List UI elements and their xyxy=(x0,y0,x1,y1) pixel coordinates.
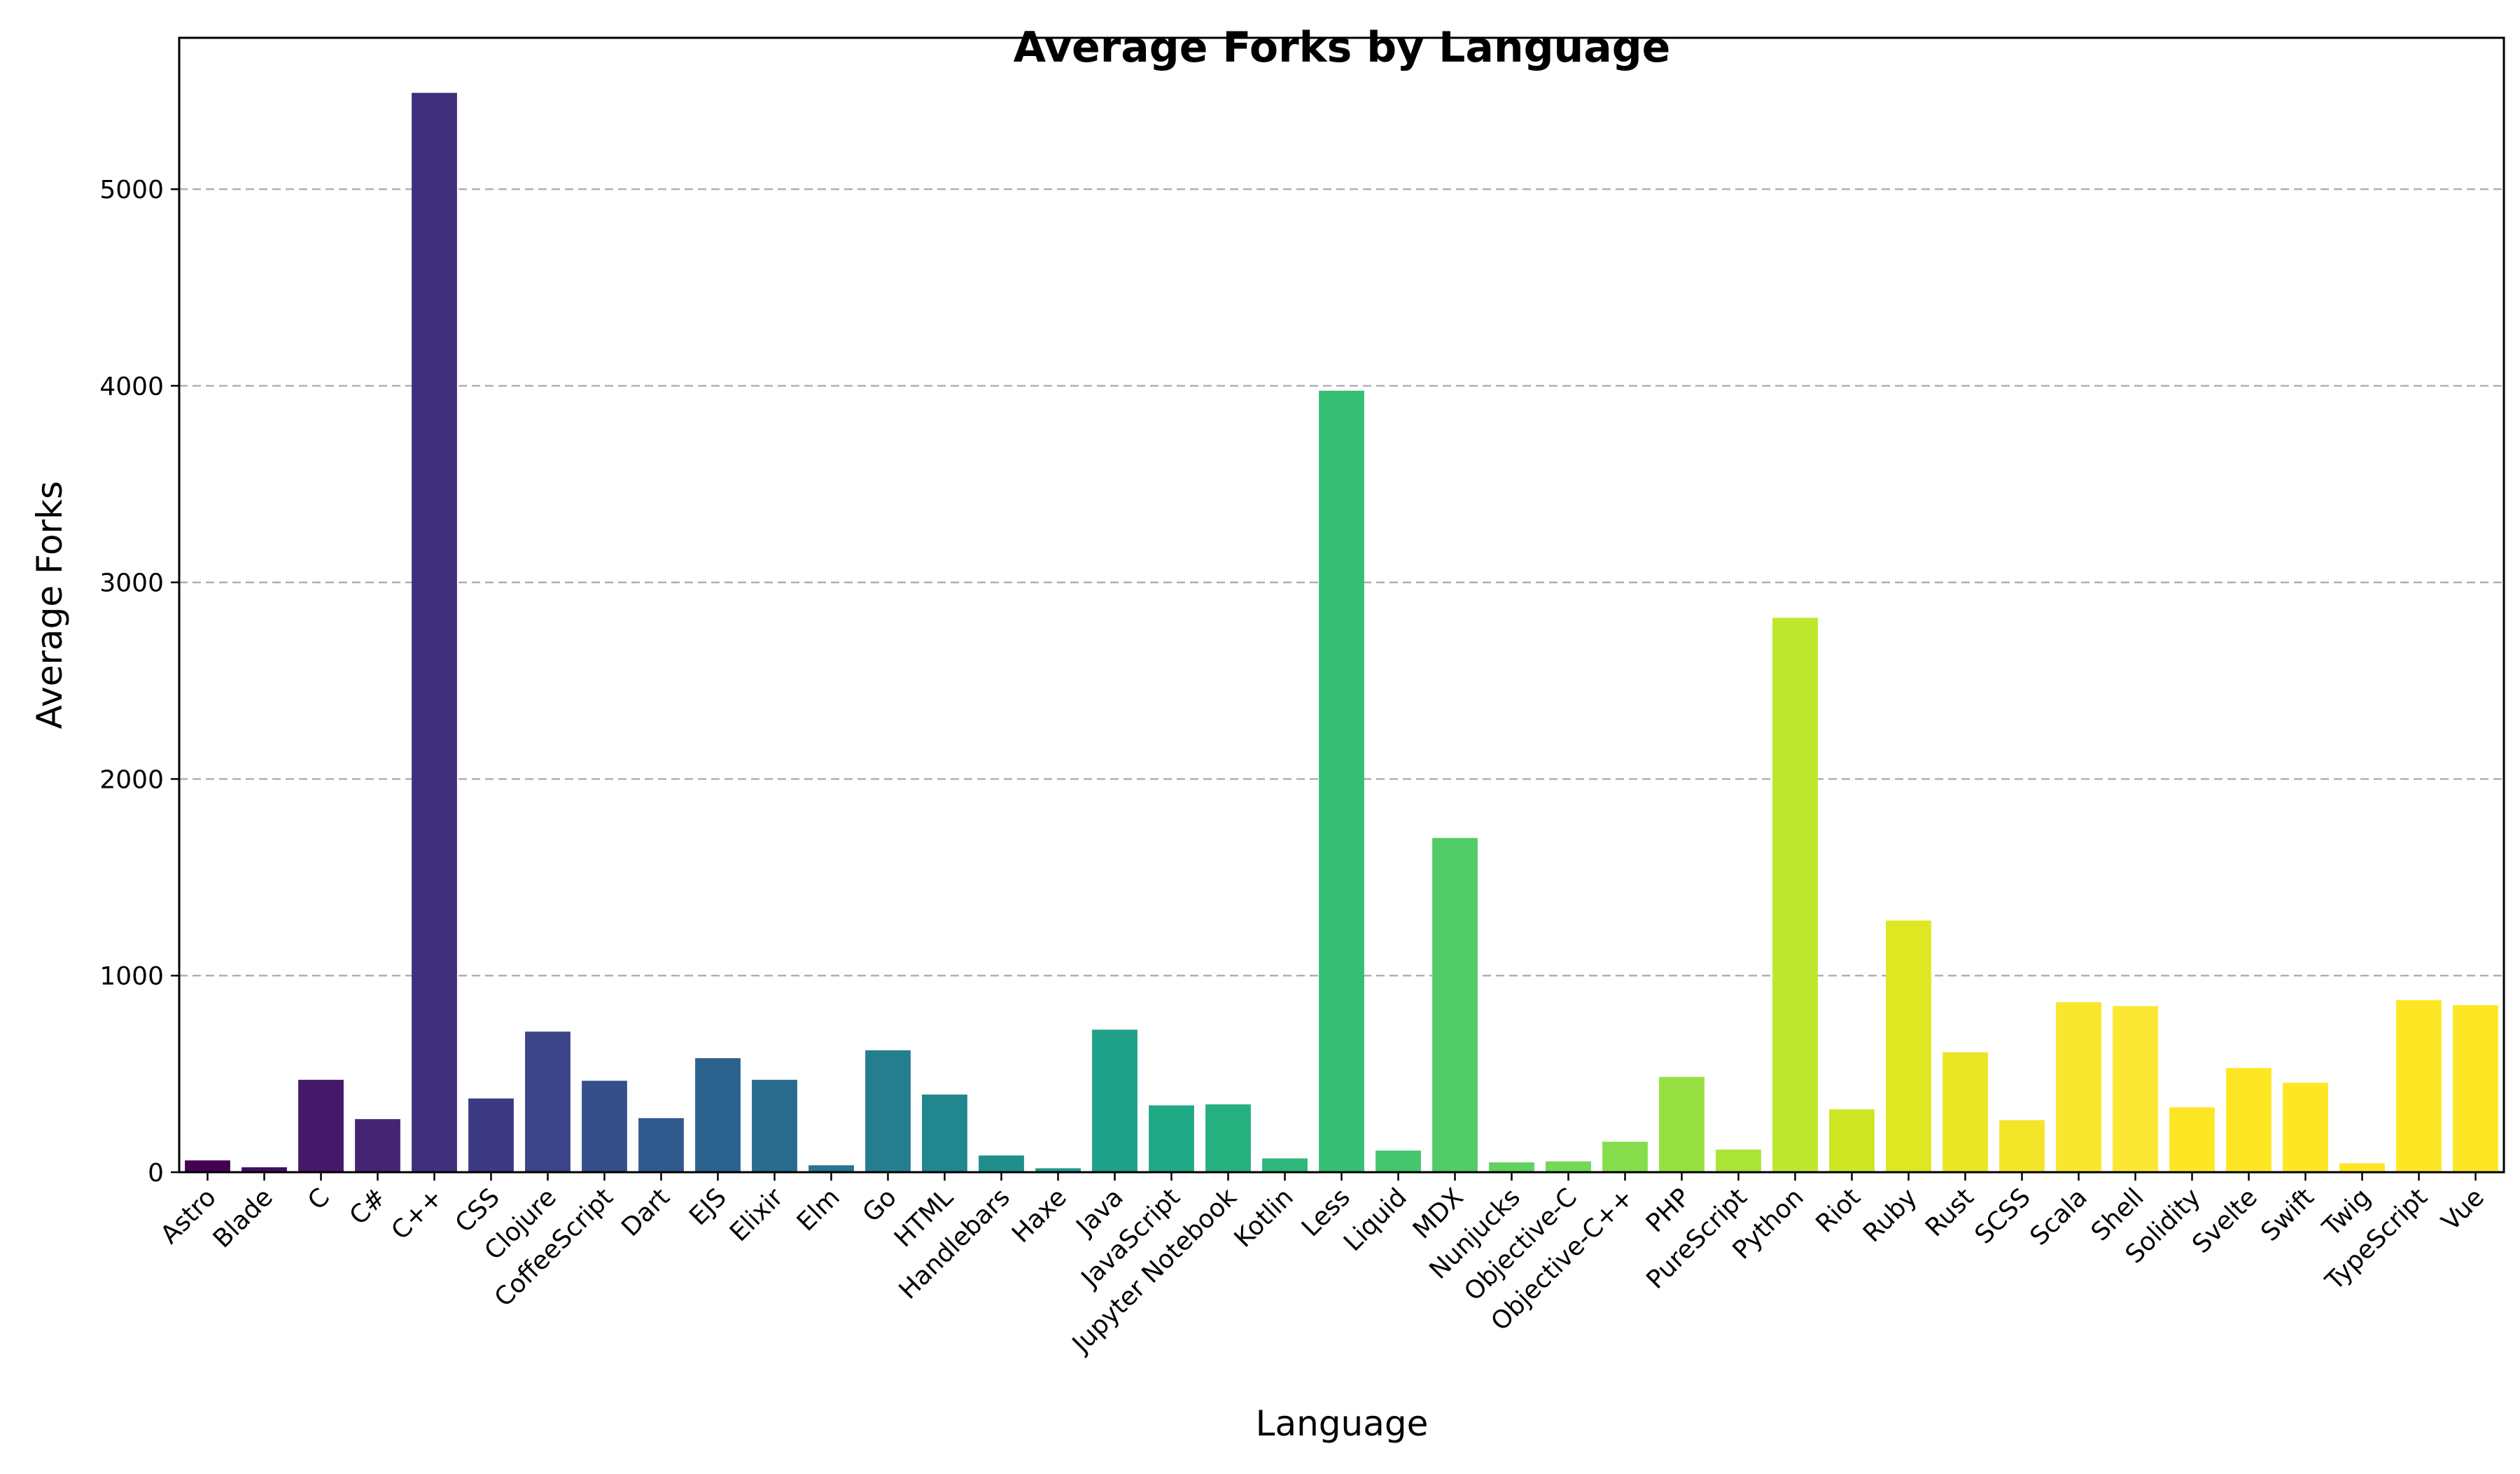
y-tick-label: 2000 xyxy=(99,765,164,794)
bar-objective-cpp xyxy=(1602,1141,1648,1172)
bar-riot xyxy=(1829,1109,1875,1172)
x-tick-label: Haxe xyxy=(1007,1183,1072,1249)
x-tick-label: Riot xyxy=(1811,1183,1866,1238)
x-tick-label: Vue xyxy=(2436,1183,2489,1236)
bar-elm xyxy=(808,1165,854,1172)
bar-php xyxy=(1659,1076,1704,1172)
bar-less xyxy=(1319,390,1364,1173)
x-tick-label: SCSS xyxy=(1970,1183,2036,1249)
x-tick-label: Rust xyxy=(1920,1183,1980,1242)
bar-rust xyxy=(1942,1052,1988,1172)
y-tick-label: 1000 xyxy=(99,962,164,991)
bar-coffeescript xyxy=(582,1080,627,1172)
y-tick-label: 3000 xyxy=(99,569,164,598)
x-tick-label: Liquid xyxy=(1338,1183,1413,1257)
x-tick-label: Ruby xyxy=(1858,1183,1923,1248)
bar-mdx xyxy=(1432,837,1478,1172)
bar-go xyxy=(865,1050,911,1172)
x-tick-label: Go xyxy=(858,1183,902,1228)
bar-csharp xyxy=(355,1119,400,1172)
y-tick-label: 5000 xyxy=(99,176,164,204)
x-tick-label: EJS xyxy=(684,1183,732,1231)
bar-liquid xyxy=(1376,1150,1421,1172)
x-tick-label: Dart xyxy=(616,1183,676,1242)
bar-haxe xyxy=(1035,1168,1081,1172)
bar-objective-c xyxy=(1546,1161,1591,1172)
x-tick-label: C++ xyxy=(386,1183,448,1245)
y-axis-label: Average Forks xyxy=(29,481,70,729)
x-tick-label: Elm xyxy=(792,1183,846,1237)
bar-scss xyxy=(1999,1120,2045,1172)
chart-title: Average Forks by Language xyxy=(1014,23,1671,72)
x-axis-label: Language xyxy=(1256,1403,1429,1444)
bar-typescript xyxy=(2396,1000,2442,1172)
bar-javascript xyxy=(1149,1105,1194,1172)
bar-jupyter-notebook xyxy=(1205,1104,1251,1172)
bar-astro xyxy=(185,1160,230,1172)
x-tick-label: Scala xyxy=(2024,1183,2092,1251)
x-tick-label: Blade xyxy=(208,1183,279,1253)
x-tick-label: Svelte xyxy=(2187,1183,2263,1259)
y-axis-ticks: 0 1000 2000 3000 4000 5000 xyxy=(99,176,179,1188)
bar-cpp xyxy=(412,92,457,1172)
bar-ejs xyxy=(695,1058,741,1172)
x-tick-label: Elixir xyxy=(724,1183,789,1247)
x-tick-label: Swift xyxy=(2255,1183,2320,1247)
bar-solidity xyxy=(2169,1107,2215,1172)
bar-vue xyxy=(2453,1005,2498,1172)
bar-handlebars xyxy=(979,1155,1024,1172)
x-tick-label: C xyxy=(302,1183,335,1216)
bar-scala xyxy=(2056,1002,2101,1172)
bar-elixir xyxy=(752,1080,797,1172)
bar-swift xyxy=(2283,1083,2328,1172)
bar-blade xyxy=(241,1167,287,1172)
bar-clojure xyxy=(525,1031,570,1172)
y-tick-label: 4000 xyxy=(99,373,164,401)
bar-java xyxy=(1092,1029,1138,1172)
bar-shell xyxy=(2113,1006,2158,1172)
bar-nunjucks xyxy=(1489,1162,1534,1172)
bar-kotlin xyxy=(1262,1158,1308,1172)
bar-twig xyxy=(2339,1163,2385,1172)
y-tick-label: 0 xyxy=(148,1159,164,1188)
bar-ruby xyxy=(1886,920,1931,1172)
bar-css xyxy=(468,1098,514,1172)
bars xyxy=(185,92,2498,1173)
bar-dart xyxy=(638,1118,684,1172)
bar-purescript xyxy=(1716,1149,1761,1172)
bar-svelte xyxy=(2226,1068,2272,1172)
bar-c xyxy=(298,1080,344,1172)
bar-html xyxy=(922,1094,967,1172)
x-tick-label: C# xyxy=(344,1183,392,1230)
bar-python xyxy=(1772,618,1818,1172)
x-tick-label: Kotlin xyxy=(1229,1183,1299,1253)
x-tick-label: Astro xyxy=(155,1183,222,1249)
